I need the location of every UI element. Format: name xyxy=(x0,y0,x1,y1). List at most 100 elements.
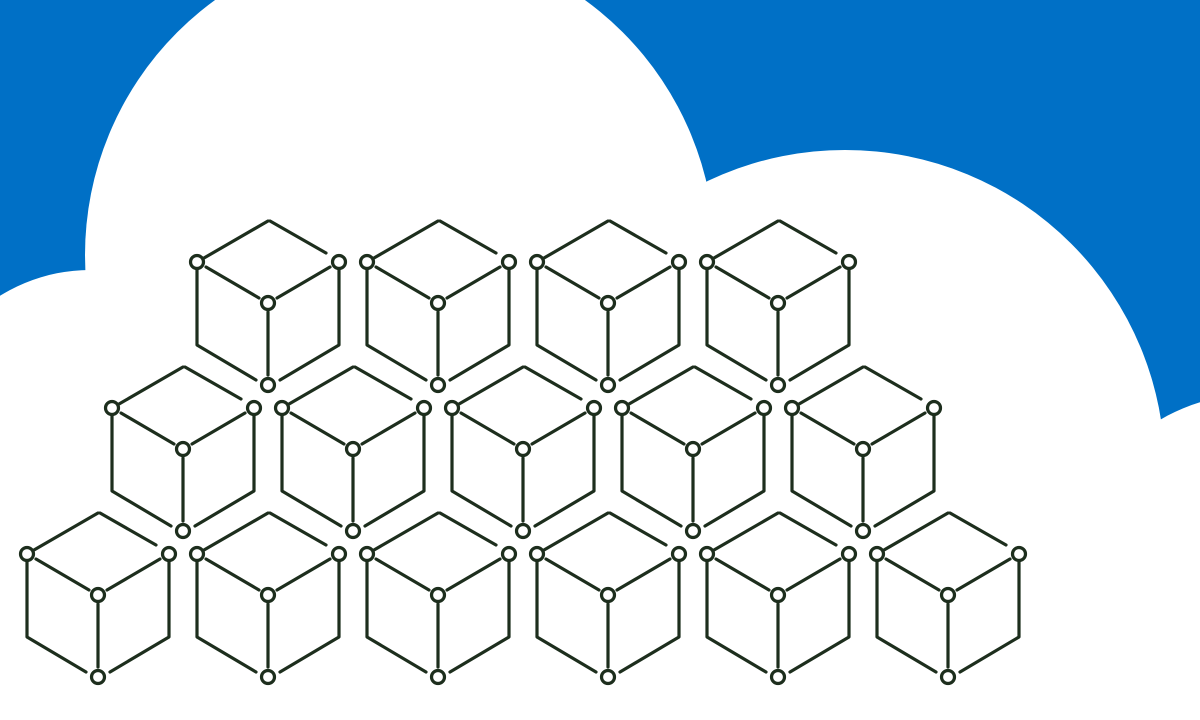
cloud-base xyxy=(0,440,1200,720)
cube-node xyxy=(18,545,36,563)
cube-edge xyxy=(788,559,851,674)
cube-edge xyxy=(873,413,936,528)
cube-node xyxy=(89,586,107,604)
cube-node xyxy=(925,399,943,417)
cube-node xyxy=(599,668,617,686)
cube-node xyxy=(599,376,617,394)
cube-edge xyxy=(542,219,610,260)
cube-edge xyxy=(275,557,332,592)
cube-node xyxy=(259,586,277,604)
cube-node xyxy=(670,253,688,271)
cube-node xyxy=(684,440,702,458)
cube xyxy=(358,219,518,394)
cube-edge xyxy=(195,559,258,674)
cube-node xyxy=(698,253,716,271)
cube xyxy=(188,219,348,394)
cube-edge xyxy=(608,511,668,547)
cube-edge xyxy=(790,413,853,528)
cube-node xyxy=(755,399,773,417)
cube-node xyxy=(273,399,291,417)
cube-edge xyxy=(535,267,598,382)
cube-edge xyxy=(108,559,171,674)
cube-node xyxy=(854,522,872,540)
cube-edge xyxy=(448,559,511,674)
cube-edge xyxy=(374,265,431,300)
cube xyxy=(188,511,348,686)
cube-edge xyxy=(958,559,1021,674)
cube-node xyxy=(670,545,688,563)
cube-edge xyxy=(797,365,865,406)
cube-node xyxy=(840,545,858,563)
cube-edge xyxy=(117,365,185,406)
cube-node xyxy=(599,294,617,312)
cube-edge xyxy=(289,411,346,446)
cube-edge xyxy=(700,411,757,446)
cube xyxy=(613,365,773,540)
cube-edge xyxy=(778,511,838,547)
cube-edge xyxy=(280,413,343,528)
cube-edge xyxy=(882,511,950,552)
cube-node xyxy=(344,522,362,540)
cube-edge xyxy=(542,511,610,552)
cube-edge xyxy=(278,267,341,382)
cube-edge xyxy=(627,365,695,406)
cube xyxy=(103,365,263,540)
cube-edge xyxy=(457,365,525,406)
cube-edge xyxy=(193,413,256,528)
cube-node xyxy=(429,668,447,686)
cube-node xyxy=(188,545,206,563)
cube-edge xyxy=(615,265,672,300)
cube-node xyxy=(783,399,801,417)
cube-node xyxy=(840,253,858,271)
cube-edge xyxy=(374,557,431,592)
cube-node xyxy=(514,440,532,458)
cube-node xyxy=(599,586,617,604)
cube-edge xyxy=(705,267,768,382)
cube-edge xyxy=(544,265,601,300)
cube-node xyxy=(698,545,716,563)
cube-edge xyxy=(778,219,838,255)
cube-edge xyxy=(110,413,173,528)
cube-node xyxy=(613,399,631,417)
cube-node xyxy=(429,376,447,394)
cube xyxy=(273,365,433,540)
cube xyxy=(698,219,858,394)
cube-edge xyxy=(608,219,668,255)
cube-edge xyxy=(703,413,766,528)
cube-node xyxy=(769,586,787,604)
cube-edge xyxy=(445,557,502,592)
cube-edge xyxy=(615,557,672,592)
cube-stack xyxy=(18,219,1028,686)
cube-node xyxy=(514,522,532,540)
cube-edge xyxy=(202,219,270,260)
cube-node xyxy=(500,545,518,563)
cube-edge xyxy=(714,265,771,300)
cube-node xyxy=(500,253,518,271)
cube-edge xyxy=(955,557,1012,592)
cube xyxy=(868,511,1028,686)
cube-node xyxy=(330,253,348,271)
cube-edge xyxy=(25,559,88,674)
cube-edge xyxy=(459,411,516,446)
cube-edge xyxy=(530,411,587,446)
cube-node xyxy=(769,668,787,686)
cube-node xyxy=(684,522,702,540)
cube-edge xyxy=(448,267,511,382)
cube-node xyxy=(358,253,376,271)
cube-edge xyxy=(799,411,856,446)
cube-edge xyxy=(438,511,498,547)
cube-node xyxy=(174,522,192,540)
cube-node xyxy=(429,586,447,604)
cube-edge xyxy=(363,413,426,528)
cube-node xyxy=(939,668,957,686)
cube xyxy=(698,511,858,686)
cube-node xyxy=(415,399,433,417)
cube-edge xyxy=(360,411,417,446)
cube xyxy=(528,511,688,686)
cube-edge xyxy=(183,365,243,401)
cube xyxy=(18,511,178,686)
cube-edge xyxy=(785,265,842,300)
cube xyxy=(358,511,518,686)
cube-node xyxy=(344,440,362,458)
